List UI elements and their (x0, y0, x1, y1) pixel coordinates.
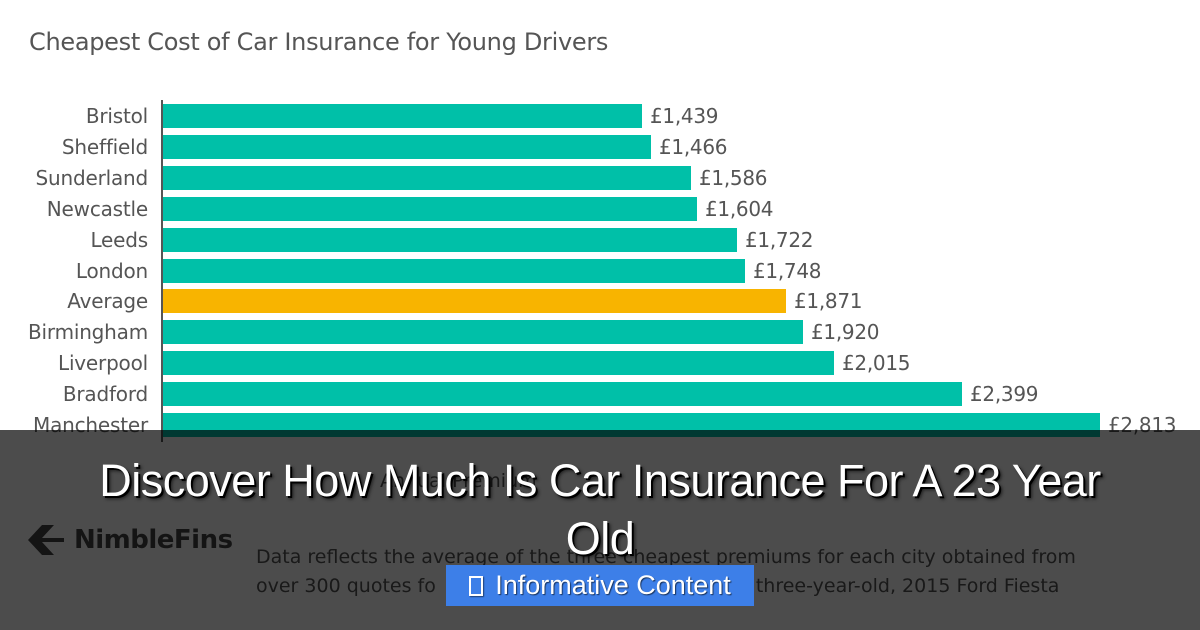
bar-value-label: £1,586 (699, 165, 768, 190)
bar-value-label: £1,604 (705, 196, 774, 221)
bar (163, 382, 962, 407)
bar-value-label: £1,871 (794, 289, 863, 314)
bar (163, 351, 834, 376)
y-axis-line (161, 100, 163, 442)
bar-row: Newcastle £1,604 (0, 196, 1200, 221)
category-label: Birmingham (28, 320, 148, 345)
headline: Discover How Much Is Car Insurance For A… (99, 455, 1101, 564)
category-label: Bristol (85, 104, 148, 128)
bar-row: Birmingham £1,920 (0, 320, 1200, 345)
bar-value-label: £1,722 (745, 227, 814, 252)
informative-content-badge[interactable]: Informative Content (446, 565, 754, 606)
bar-row: London £1,748 (0, 258, 1200, 283)
bar (163, 227, 737, 252)
bar-row: Leeds £1,722 (0, 227, 1200, 252)
bar (163, 196, 697, 221)
bar-value-label: £1,466 (659, 134, 728, 159)
document-icon (469, 575, 484, 596)
bar (163, 165, 691, 190)
bar (163, 320, 803, 345)
chart-title: Cheapest Cost of Car Insurance for Young… (29, 28, 609, 56)
bar-row: Bristol £1,439 (0, 104, 1200, 128)
category-label: London (75, 258, 148, 283)
category-label: Liverpool (58, 351, 148, 376)
bar (163, 104, 642, 128)
bar-row: Sunderland £1,586 (0, 165, 1200, 190)
category-label: Newcastle (46, 196, 148, 221)
category-label: Leeds (90, 227, 148, 252)
bar-value-label: £2,399 (970, 382, 1039, 407)
bar (163, 289, 786, 314)
category-label: Sheffield (61, 134, 148, 159)
bar-value-label: £1,748 (753, 258, 822, 283)
bar-row: Sheffield £1,466 (0, 134, 1200, 159)
badge-label: Informative Content (495, 570, 731, 600)
bar (163, 258, 745, 283)
bar-value-label: £1,920 (811, 320, 880, 345)
bar-row: Average £1,871 (0, 289, 1200, 314)
bar-value-label: £1,439 (650, 104, 719, 128)
bar-value-label: £2,015 (842, 351, 911, 376)
category-label: Sunderland (35, 165, 149, 190)
bar (163, 134, 651, 159)
bar-row: Bradford £2,399 (0, 382, 1200, 407)
bar-row: Liverpool £2,015 (0, 351, 1200, 376)
category-label: Average (67, 289, 148, 314)
category-label: Bradford (62, 382, 148, 407)
